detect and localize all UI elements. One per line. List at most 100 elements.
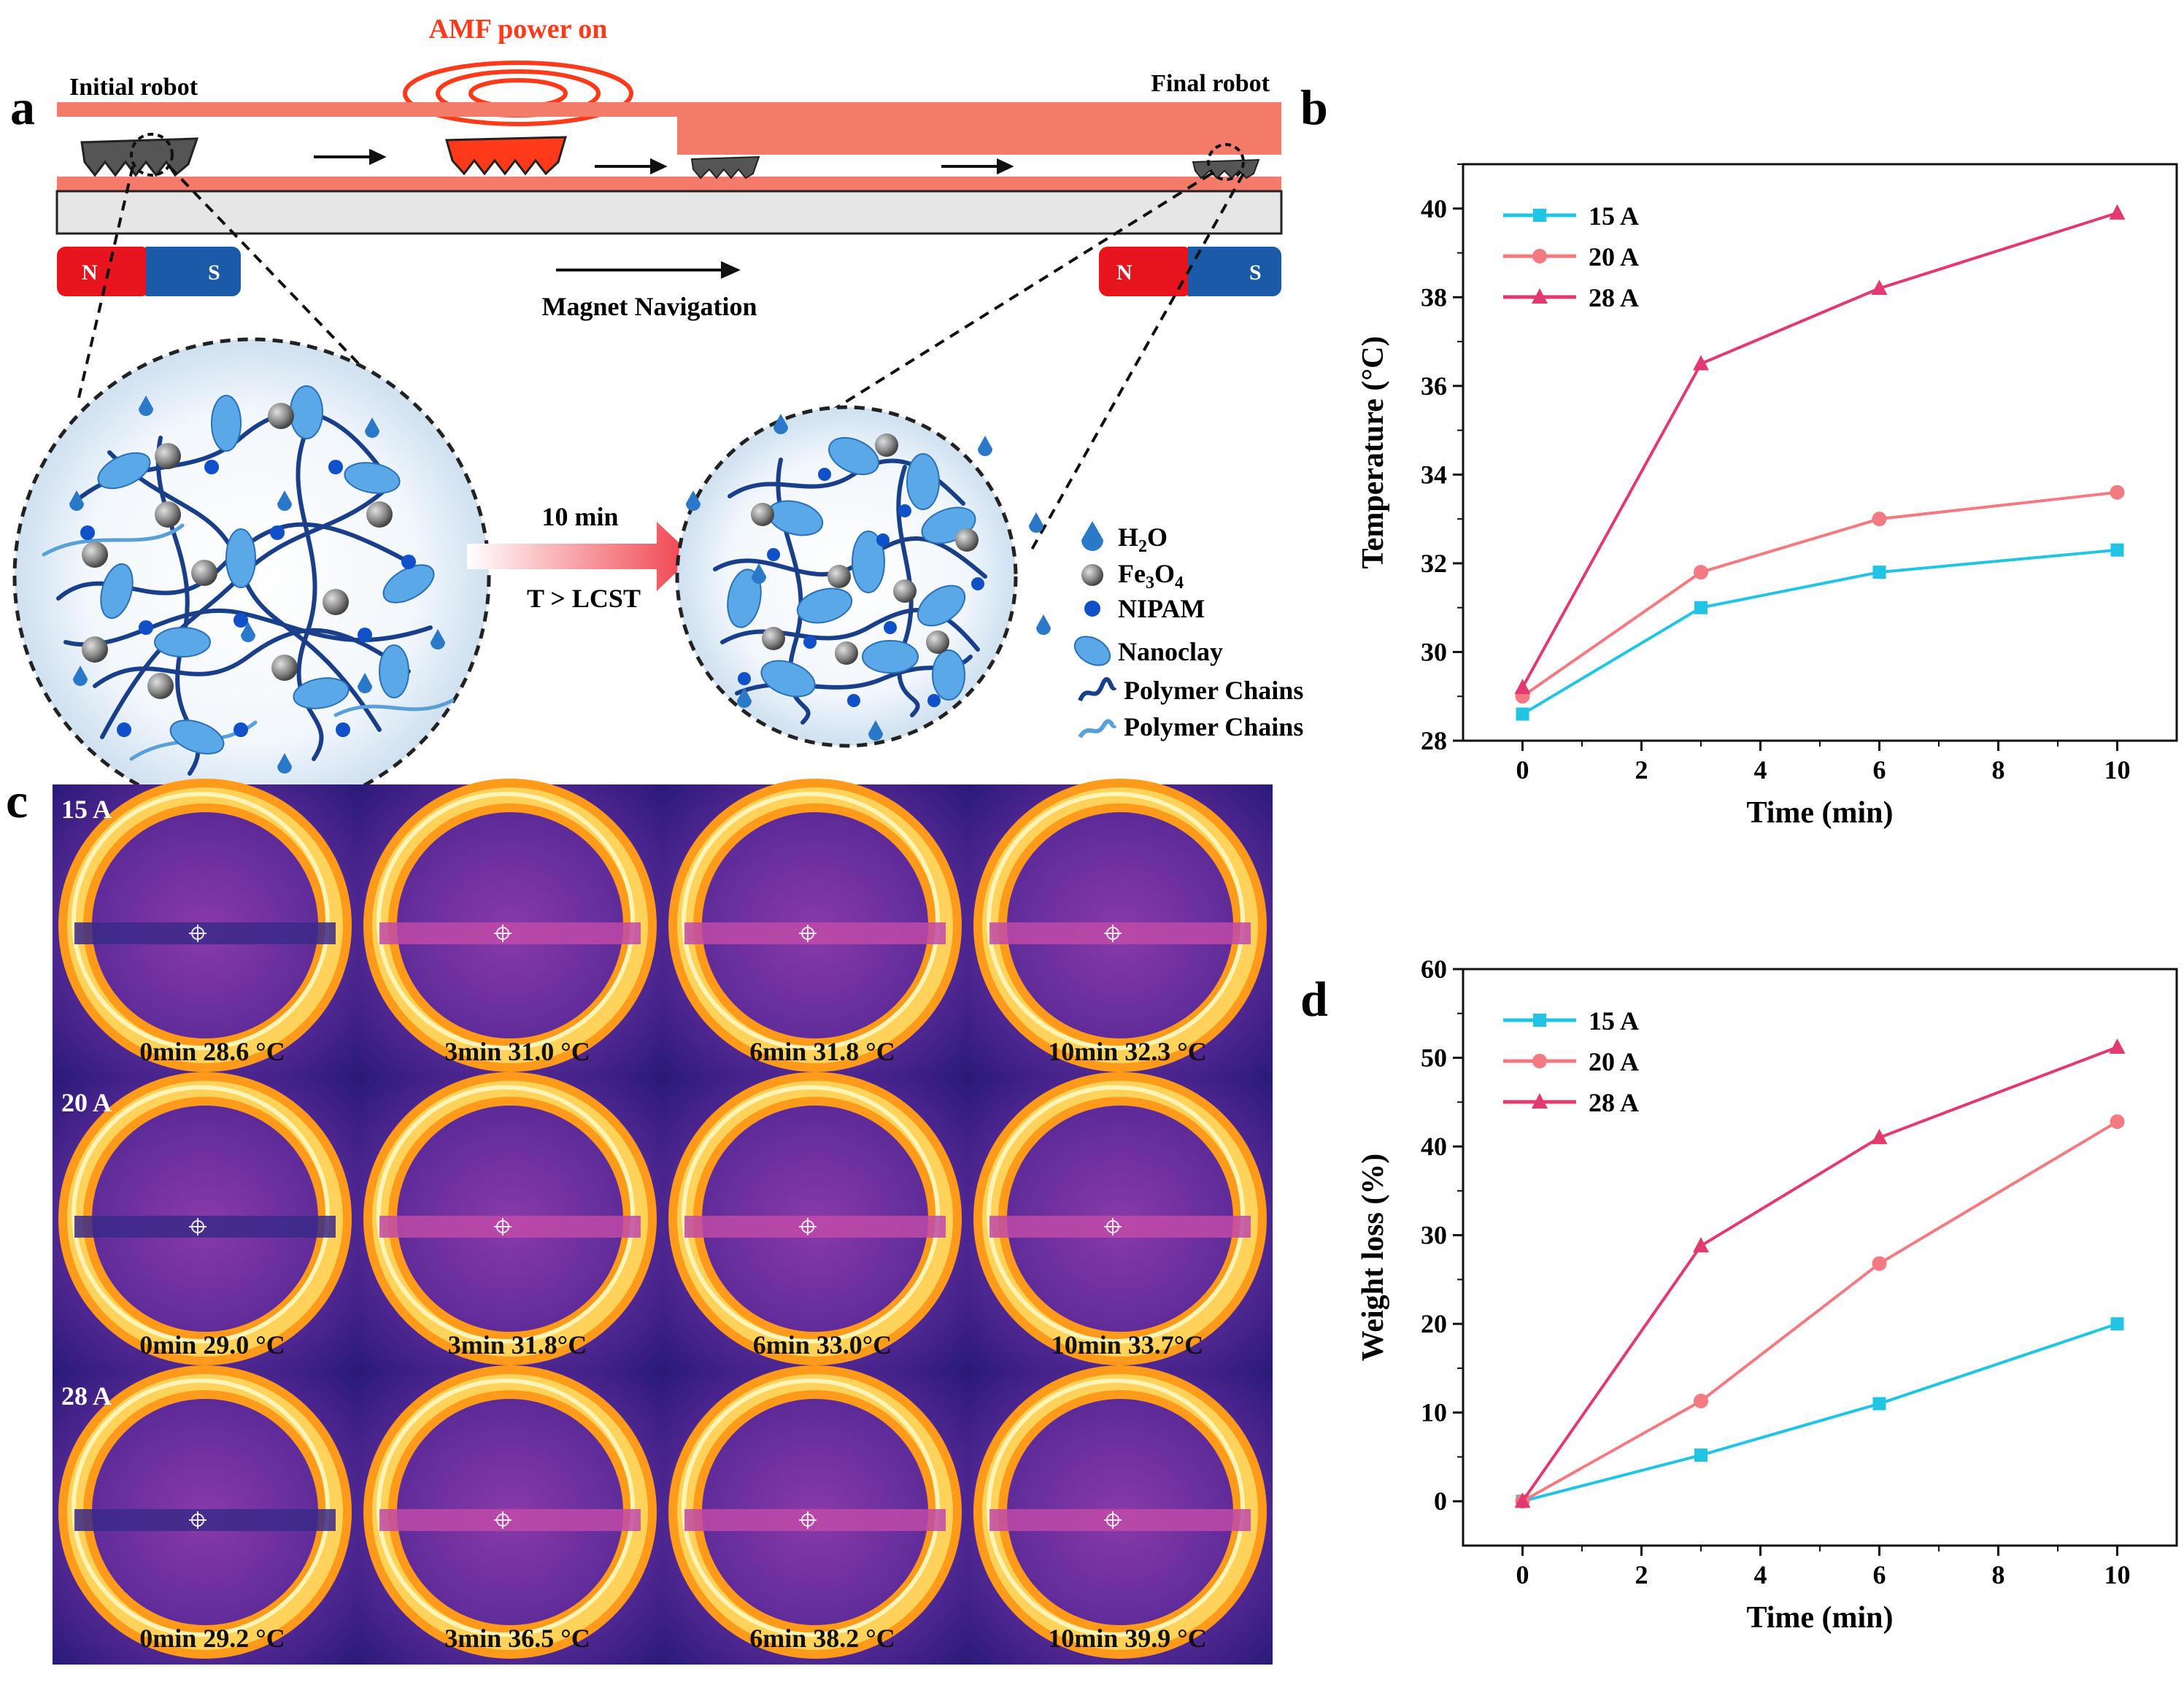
thermal-image: 10min 39.9 °C	[968, 1365, 1273, 1665]
x-tick-label: 4	[1754, 755, 1767, 784]
data-point	[2109, 1038, 2126, 1054]
y-tick-label: 40	[1421, 1132, 1447, 1161]
fe3o4-icon	[1081, 564, 1103, 586]
magnet-left-n: N	[82, 261, 98, 285]
data-point	[1872, 566, 1886, 579]
polymer-chain-dark-icon	[1078, 677, 1117, 702]
thermal-caption: 0min 29.2 °C	[139, 1624, 285, 1653]
process-arrow-icon	[467, 522, 693, 591]
motion-arrows	[314, 148, 1014, 175]
thermal-image: 6min 31.8 °C	[663, 779, 968, 1078]
thermal-image: 10min 33.7°C	[968, 1072, 1273, 1371]
y-tick-label: 50	[1421, 1044, 1447, 1073]
thermal-caption: 6min 33.0°C	[753, 1330, 892, 1360]
y-tick-label: 10	[1421, 1398, 1447, 1427]
plot-frame	[1462, 163, 2178, 742]
chart-weight-loss: 0 2 4 6 8 10 0 10 20 30 40 50 60 Time (min) Weight los…	[1357, 955, 2178, 1635]
crosshair-icon	[494, 1511, 512, 1529]
thermal-caption: 6min 38.2 °C	[749, 1624, 895, 1653]
y-tick-label: 0	[1434, 1486, 1447, 1516]
x-axis-ticks: 0 2 4 6 8 10	[1516, 1546, 2131, 1589]
crosshair-icon	[189, 1218, 207, 1235]
series-15-a	[1516, 543, 2124, 721]
legend-item: 28 A	[1503, 283, 1639, 312]
thermal-image: 0min 29.2 °C 28 A	[53, 1365, 358, 1665]
schematic-legend: H2O Fe3O4 NIPAM Nanoclay Polymer Chains …	[1073, 521, 1303, 741]
tube	[55, 102, 1283, 235]
x-tick-label: 2	[1635, 755, 1648, 784]
legend-fe3o4: Fe3O4	[1118, 559, 1184, 593]
legend-nipam: NIPAM	[1118, 594, 1205, 623]
series-line	[1521, 211, 2118, 689]
y-tick-label: 32	[1421, 549, 1447, 578]
data-point	[2110, 1114, 2125, 1130]
amf-label: AMF power on	[429, 14, 608, 45]
magnet-right-s: S	[1249, 261, 1262, 285]
crosshair-icon	[189, 925, 207, 942]
x-tick-label: 6	[1873, 755, 1886, 784]
data-point	[1872, 512, 1887, 527]
x-tick-label: 10	[2104, 1560, 2131, 1589]
data-point	[1533, 1014, 1546, 1027]
thermal-caption: 3min 36.5 °C	[444, 1624, 590, 1653]
zoom-lines	[77, 165, 1245, 555]
data-point	[1872, 1256, 1887, 1271]
data-point	[1693, 1237, 1709, 1253]
x-tick-label: 0	[1516, 1560, 1529, 1589]
magnet-right-n: N	[1116, 261, 1132, 285]
crosshair-icon	[799, 1218, 817, 1235]
data-point	[1694, 601, 1708, 614]
data-point	[1694, 1393, 1708, 1408]
series-15-a	[1516, 1317, 2124, 1508]
legend-label: 28 A	[1589, 283, 1639, 312]
y-tick-label: 20	[1421, 1309, 1447, 1338]
legend-polymer-chains-2: Polymer Chains	[1124, 712, 1303, 741]
thermal-image: 6min 38.2 °C	[663, 1365, 968, 1665]
plot-frame	[1462, 968, 2178, 1547]
x-tick-label: 10	[2104, 755, 2131, 784]
thermal-row-current: 20 A	[61, 1088, 112, 1117]
series-line	[1521, 490, 2118, 698]
data-point	[2109, 204, 2126, 220]
hydrogel-swollen	[12, 337, 491, 816]
thermal-caption: 10min 33.7°C	[1052, 1330, 1203, 1360]
data-point	[2110, 1317, 2124, 1331]
y-tick-label: 36	[1421, 371, 1447, 401]
crosshair-icon	[1104, 1511, 1122, 1529]
panel-label-a: a	[10, 80, 35, 135]
robot-shrinking-icon	[690, 155, 760, 180]
crosshair-icon	[494, 1218, 512, 1235]
crosshair-icon	[189, 1511, 207, 1529]
robot-initial-icon	[80, 133, 199, 177]
crosshair-icon	[799, 925, 817, 942]
data-point	[1872, 1397, 1886, 1411]
magnet-navigation-label: Magnet Navigation	[542, 292, 757, 321]
crosshair-icon	[494, 925, 512, 942]
x-tick-label: 4	[1754, 1560, 1767, 1589]
thermal-caption: 10min 39.9 °C	[1048, 1624, 1206, 1653]
data-point	[1694, 1449, 1708, 1462]
legend-nanoclay: Nanoclay	[1118, 637, 1223, 666]
data-point	[2110, 543, 2124, 557]
thermal-image: 10min 32.3 °C	[968, 779, 1273, 1078]
thermal-row-current: 15 A	[61, 795, 112, 824]
data-point	[1514, 1492, 1531, 1508]
x-tick-label: 8	[1992, 755, 2005, 784]
series-28-a	[1514, 1038, 2126, 1508]
legend-label: 28 A	[1589, 1088, 1639, 1117]
thermal-image: 3min 31.8°C	[358, 1072, 663, 1371]
y-tick-label: 60	[1421, 955, 1447, 984]
crosshair-icon	[1104, 925, 1122, 942]
thermal-caption: 10min 32.3 °C	[1048, 1037, 1206, 1066]
legend-h2o: H2O	[1118, 522, 1168, 556]
legend-item: 15 A	[1503, 1006, 1639, 1036]
process-condition-label: T > LCST	[527, 584, 641, 613]
legend-item: 20 A	[1503, 242, 1639, 271]
thermal-image: 6min 33.0°C	[663, 1072, 968, 1371]
y-axis-label: Temperature (°C)	[1357, 336, 1390, 569]
data-point	[2110, 485, 2125, 500]
data-point	[1694, 565, 1708, 580]
thermal-image: 0min 29.0 °C 20 A	[53, 1072, 358, 1371]
y-tick-label: 30	[1421, 637, 1447, 666]
data-point	[1693, 355, 1709, 371]
